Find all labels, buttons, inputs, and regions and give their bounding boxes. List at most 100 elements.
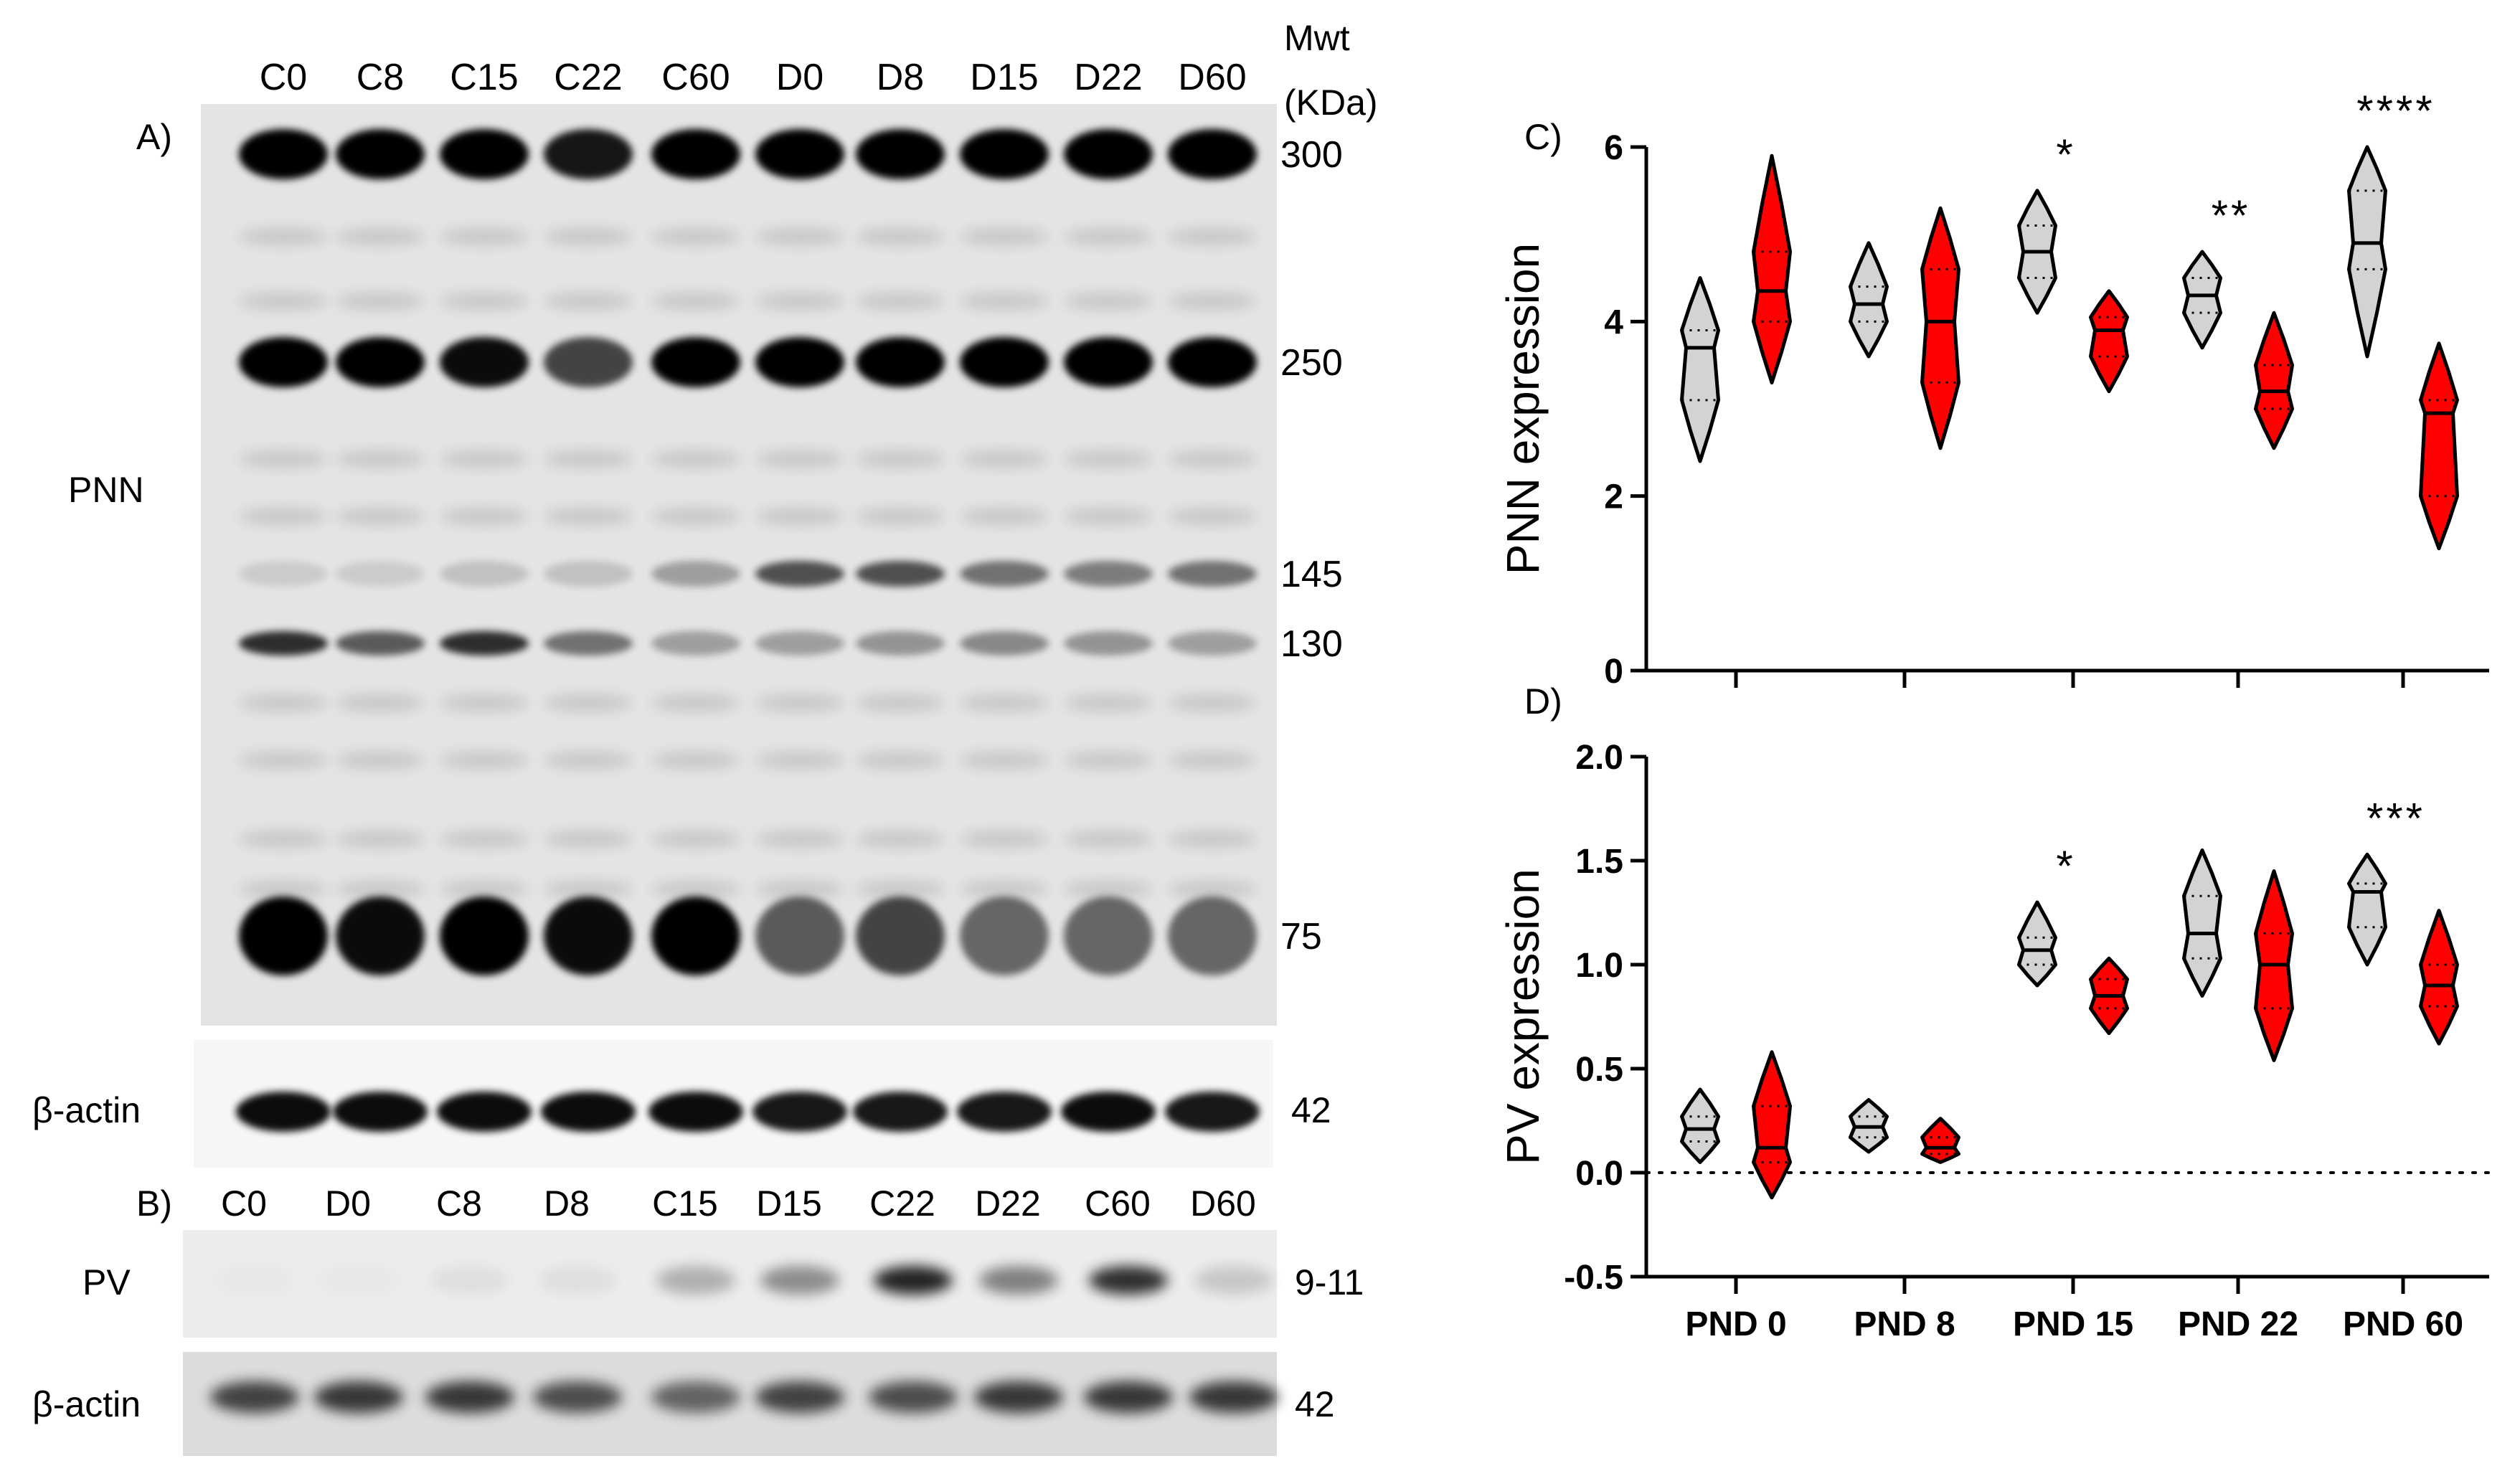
background-band	[544, 831, 633, 848]
x-tick-label: PND 0	[1685, 1305, 1786, 1343]
pv-lane-label: C22	[869, 1183, 935, 1224]
background-band	[755, 694, 844, 711]
background-band	[239, 831, 328, 848]
background-band	[960, 228, 1049, 245]
y-tick-label: 0.0	[1575, 1155, 1623, 1193]
pv-band	[1194, 1266, 1273, 1295]
pnn-band-75	[1168, 897, 1257, 975]
y-tick-label: 2.0	[1575, 739, 1623, 777]
background-band	[544, 293, 633, 310]
y-tick-label: 1.5	[1575, 843, 1623, 881]
x-tick-label: PND 8	[1854, 1305, 1955, 1343]
pnn-band-250	[1168, 337, 1257, 387]
pnn-band-130	[960, 631, 1049, 656]
background-band	[856, 831, 945, 848]
pnn-band-250	[856, 337, 945, 387]
mw-marker: 300	[1280, 134, 1343, 176]
background-band	[1064, 228, 1153, 245]
background-band	[1064, 694, 1153, 711]
pv-actin-band	[651, 1381, 740, 1413]
actin-band	[541, 1092, 636, 1132]
background-band	[960, 694, 1049, 711]
pnn-band-75	[755, 897, 844, 975]
pnn-band-130	[651, 631, 740, 656]
pv-actin-band	[974, 1381, 1063, 1413]
background-band	[440, 228, 529, 245]
background-band	[651, 508, 740, 525]
pv-lane-label: C15	[652, 1183, 718, 1224]
lane-label: C0	[260, 57, 307, 98]
background-band	[651, 694, 740, 711]
pv-lane-label: D0	[325, 1183, 371, 1224]
mwt-unit: (KDa)	[1284, 82, 1378, 123]
pnn-band-130	[1168, 631, 1257, 656]
pv-label: PV	[82, 1262, 131, 1302]
pnn-label: PNN	[68, 470, 144, 510]
background-band	[755, 228, 844, 245]
lane-label: D8	[877, 57, 924, 98]
background-band	[239, 881, 328, 898]
violin	[1920, 206, 1960, 450]
actin-band	[437, 1092, 532, 1132]
background-band	[336, 881, 425, 898]
pnn-band-130	[856, 631, 945, 656]
pnn-band-75	[1064, 897, 1153, 975]
background-band	[651, 450, 740, 468]
pnn-band-75	[440, 897, 529, 975]
background-band	[1064, 881, 1153, 898]
background-band	[856, 450, 945, 468]
lane-label: C15	[450, 57, 518, 98]
actin-band	[752, 1092, 847, 1132]
pnn-band-250	[440, 337, 529, 387]
pv-actin-band	[755, 1381, 844, 1413]
background-band	[651, 228, 740, 245]
pv-lane-label: D60	[1190, 1183, 1256, 1224]
pnn-band-250	[336, 337, 425, 387]
pv-actin-band	[1084, 1381, 1173, 1413]
background-band	[1168, 508, 1257, 525]
actin-blot-bands	[236, 1092, 1260, 1132]
actin-band	[236, 1092, 331, 1132]
background-band	[336, 752, 425, 769]
violin	[2347, 145, 2387, 359]
background-band	[239, 752, 328, 769]
violin	[1680, 276, 1720, 463]
x-tick-label: PND 60	[2343, 1305, 2463, 1343]
background-band	[856, 508, 945, 525]
pv-band	[979, 1266, 1058, 1295]
background-band	[1168, 831, 1257, 848]
pv-band	[430, 1266, 509, 1295]
background-band	[1168, 752, 1257, 769]
background-band	[239, 228, 328, 245]
background-band	[856, 228, 945, 245]
significance-marker: *	[2056, 131, 2075, 179]
pnn-band-250	[651, 337, 740, 387]
background-band	[1064, 831, 1153, 848]
background-band	[1168, 293, 1257, 310]
pnn-band-250	[544, 337, 633, 387]
mw-marker: 130	[1280, 623, 1343, 665]
y-axis-title: PNN expression	[1497, 243, 1549, 574]
background-band	[1064, 752, 1153, 769]
violin	[1849, 241, 1889, 359]
background-band	[755, 450, 844, 468]
violin	[2419, 909, 2459, 1046]
pv-lane-label: D22	[975, 1183, 1041, 1224]
pnn-band-130	[1064, 631, 1153, 656]
pv-lane-label: C60	[1085, 1183, 1151, 1224]
background-band	[544, 228, 633, 245]
pnn-band-75	[336, 897, 425, 975]
background-band	[440, 694, 529, 711]
pnn-band-145	[755, 561, 844, 587]
background-band	[960, 752, 1049, 769]
pnn-band-75	[239, 897, 328, 975]
background-band	[856, 752, 945, 769]
background-band	[651, 881, 740, 898]
pnn-band-300	[239, 129, 328, 179]
pnn-band-250	[755, 337, 844, 387]
pv-blot-bands	[215, 1266, 1273, 1295]
pv-band	[215, 1266, 294, 1295]
background-band	[440, 293, 529, 310]
